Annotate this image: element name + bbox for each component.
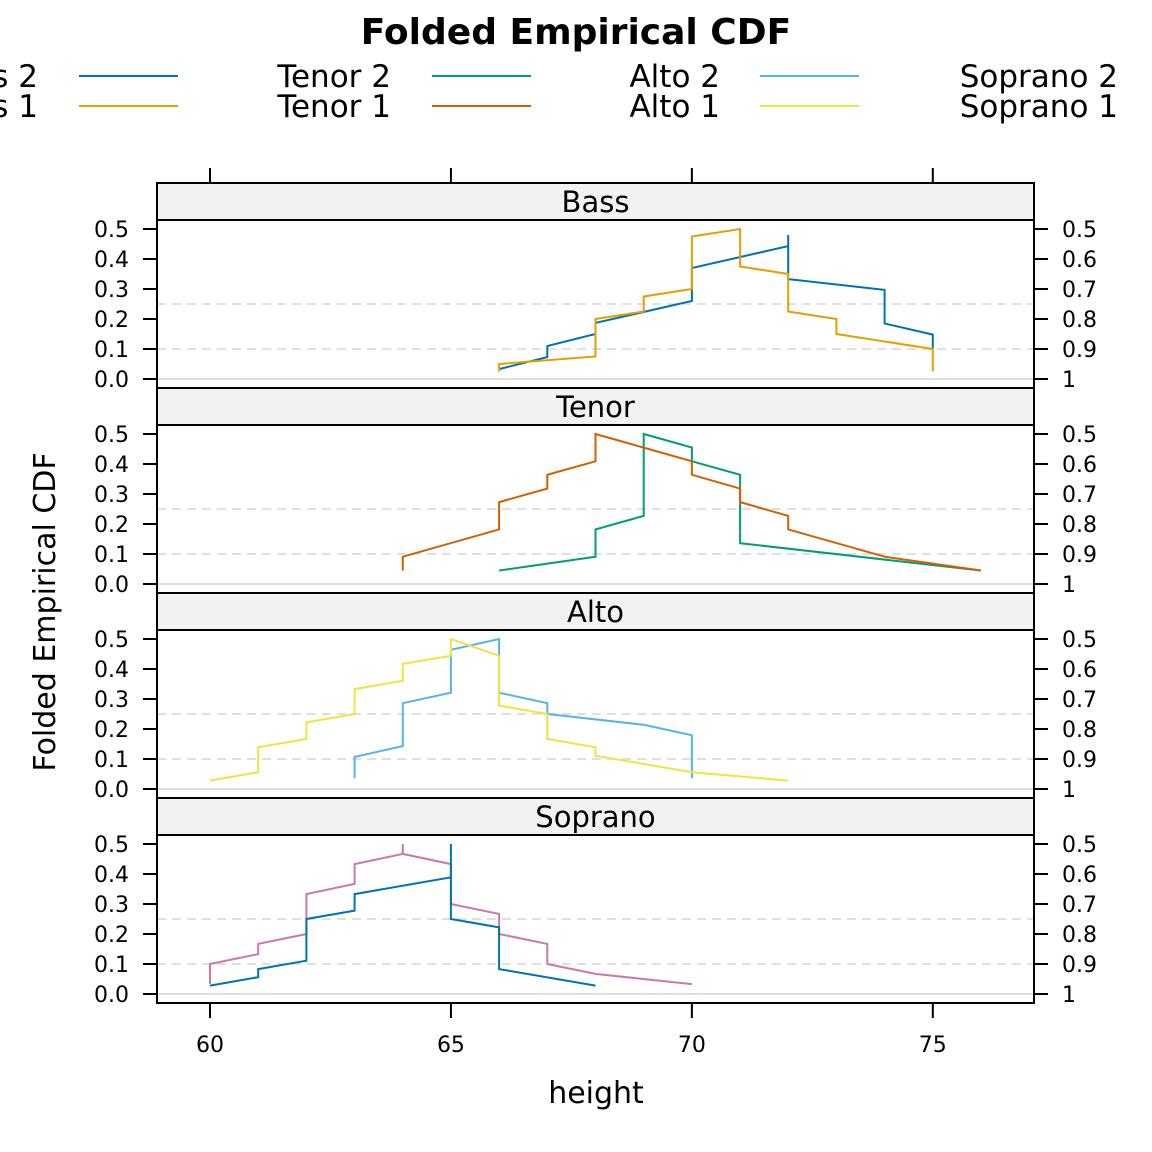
y-tick-label-right-bass-3: 0.8 bbox=[1062, 308, 1097, 333]
y-tick-label-right-tenor-5: 1 bbox=[1062, 573, 1076, 598]
y-tick-label-left-alto-5: 0.5 bbox=[94, 628, 129, 653]
panel-bass: Bass 0.0 0.1 0.2 0.3 0.4 0.5 0.5 0.6 0.7 0.8 0.9 1 bbox=[94, 182, 1097, 393]
series-line-soprano-2 bbox=[209, 844, 693, 986]
y-tick-label-left-bass-5: 0.5 bbox=[94, 218, 129, 243]
strip-label-soprano: Soprano bbox=[535, 800, 655, 834]
y-tick-label-left-tenor-2: 0.2 bbox=[94, 513, 129, 538]
series-line-soprano-1 bbox=[209, 844, 596, 987]
legend-label-soprano-2: Soprano 2 bbox=[960, 59, 1118, 95]
series-line-alto-2 bbox=[353, 637, 693, 779]
legend-label-bass-2: Bass 2 bbox=[0, 59, 38, 95]
series-line-alto-1 bbox=[209, 637, 789, 782]
y-tick-label-right-soprano-3: 0.8 bbox=[1062, 923, 1097, 948]
y-tick-label-right-alto-3: 0.8 bbox=[1062, 718, 1097, 743]
y-tick-label-left-soprano-4: 0.4 bbox=[94, 863, 129, 888]
y-tick-label-left-alto-1: 0.1 bbox=[94, 748, 129, 773]
y-tick-label-right-alto-1: 0.6 bbox=[1062, 658, 1097, 683]
y-tick-label-right-tenor-1: 0.6 bbox=[1062, 453, 1097, 478]
y-tick-label-left-soprano-1: 0.1 bbox=[94, 953, 129, 978]
y-tick-label-left-soprano-0: 0.0 bbox=[94, 983, 129, 1008]
y-tick-label-right-tenor-3: 0.8 bbox=[1062, 513, 1097, 538]
y-tick-label-left-alto-2: 0.2 bbox=[94, 718, 129, 743]
y-tick-label-right-soprano-1: 0.6 bbox=[1062, 863, 1097, 888]
legend-label-tenor-1: Tenor 1 bbox=[276, 89, 391, 125]
strip-alto bbox=[156, 592, 1035, 631]
panel-frame-soprano bbox=[156, 834, 1035, 1004]
y-tick-label-left-tenor-5: 0.5 bbox=[94, 423, 129, 448]
y-axis-label: Folded Empirical CDF bbox=[28, 452, 63, 771]
y-tick-label-right-bass-0: 0.5 bbox=[1062, 218, 1097, 243]
strip-label-tenor: Tenor bbox=[555, 390, 635, 424]
x-tick-label-75: 75 bbox=[919, 1033, 947, 1058]
panel-soprano: Soprano 0.0 0.1 0.2 0.3 0.4 0.5 0.5 0.6 0.7 0.8 0.9… bbox=[94, 797, 1097, 1008]
y-tick-label-left-bass-1: 0.1 bbox=[94, 338, 129, 363]
y-tick-label-right-alto-4: 0.9 bbox=[1062, 748, 1097, 773]
y-tick-label-right-bass-5: 1 bbox=[1062, 368, 1076, 393]
y-tick-label-right-soprano-5: 1 bbox=[1062, 983, 1076, 1008]
y-tick-label-left-soprano-2: 0.2 bbox=[94, 923, 129, 948]
y-tick-label-right-bass-2: 0.7 bbox=[1062, 278, 1097, 303]
x-tick-label-70: 70 bbox=[678, 1033, 706, 1058]
series-line-bass-1 bbox=[498, 227, 934, 372]
panel-alto: Alto 0.0 0.1 0.2 0.3 0.4 0.5 0.5 0.6 0.7 0.8 0.9 1 bbox=[94, 592, 1097, 803]
panel-tenor: Tenor 0.0 0.1 0.2 0.3 0.4 0.5 0.5 0.6 0.7 0.8 0.9 1 bbox=[94, 387, 1097, 598]
y-tick-label-right-alto-2: 0.7 bbox=[1062, 688, 1097, 713]
y-tick-label-left-alto-0: 0.0 bbox=[94, 778, 129, 803]
y-tick-label-right-soprano-2: 0.7 bbox=[1062, 893, 1097, 918]
y-tick-label-left-tenor-0: 0.0 bbox=[94, 573, 129, 598]
legend-label-alto-1: Alto 1 bbox=[629, 89, 720, 125]
x-tick-label-65: 65 bbox=[437, 1033, 465, 1058]
y-tick-label-left-bass-2: 0.2 bbox=[94, 308, 129, 333]
y-tick-label-right-soprano-4: 0.9 bbox=[1062, 953, 1097, 978]
series-line-tenor-1 bbox=[401, 432, 982, 572]
y-tick-label-left-alto-3: 0.3 bbox=[94, 688, 129, 713]
x-axis-label: height bbox=[548, 1076, 644, 1111]
y-tick-label-right-alto-5: 1 bbox=[1062, 778, 1076, 803]
y-tick-label-left-bass-3: 0.3 bbox=[94, 278, 129, 303]
legend-label-soprano-1: Soprano 1 bbox=[960, 89, 1118, 125]
y-tick-label-right-soprano-0: 0.5 bbox=[1062, 833, 1097, 858]
legend-label-tenor-2: Tenor 2 bbox=[276, 59, 391, 95]
y-tick-label-right-bass-4: 0.9 bbox=[1062, 338, 1097, 363]
strip-label-bass: Bass bbox=[562, 185, 630, 219]
y-tick-label-left-tenor-1: 0.1 bbox=[94, 543, 129, 568]
y-tick-label-left-bass-0: 0.0 bbox=[94, 368, 129, 393]
legend-label-alto-2: Alto 2 bbox=[629, 59, 720, 95]
chart-title: Folded Empirical CDF bbox=[361, 12, 791, 53]
y-tick-label-right-tenor-2: 0.7 bbox=[1062, 483, 1097, 508]
y-tick-label-left-soprano-3: 0.3 bbox=[94, 893, 129, 918]
y-tick-label-left-bass-4: 0.4 bbox=[94, 248, 129, 273]
y-tick-label-left-soprano-5: 0.5 bbox=[94, 833, 129, 858]
y-tick-label-right-alto-0: 0.5 bbox=[1062, 628, 1097, 653]
strip-bass bbox=[156, 182, 1035, 221]
y-tick-label-left-tenor-4: 0.4 bbox=[94, 453, 129, 478]
y-tick-label-right-tenor-0: 0.5 bbox=[1062, 423, 1097, 448]
strip-soprano bbox=[156, 797, 1035, 836]
y-tick-label-left-alto-4: 0.4 bbox=[94, 658, 129, 683]
y-tick-label-right-bass-1: 0.6 bbox=[1062, 248, 1097, 273]
strip-label-alto: Alto bbox=[567, 595, 624, 629]
legend-label-bass-1: Bass 1 bbox=[0, 89, 38, 125]
y-tick-label-left-tenor-3: 0.3 bbox=[94, 483, 129, 508]
y-tick-label-right-tenor-4: 0.9 bbox=[1062, 543, 1097, 568]
x-tick-label-60: 60 bbox=[196, 1033, 224, 1058]
series-line-tenor-2 bbox=[498, 432, 982, 572]
